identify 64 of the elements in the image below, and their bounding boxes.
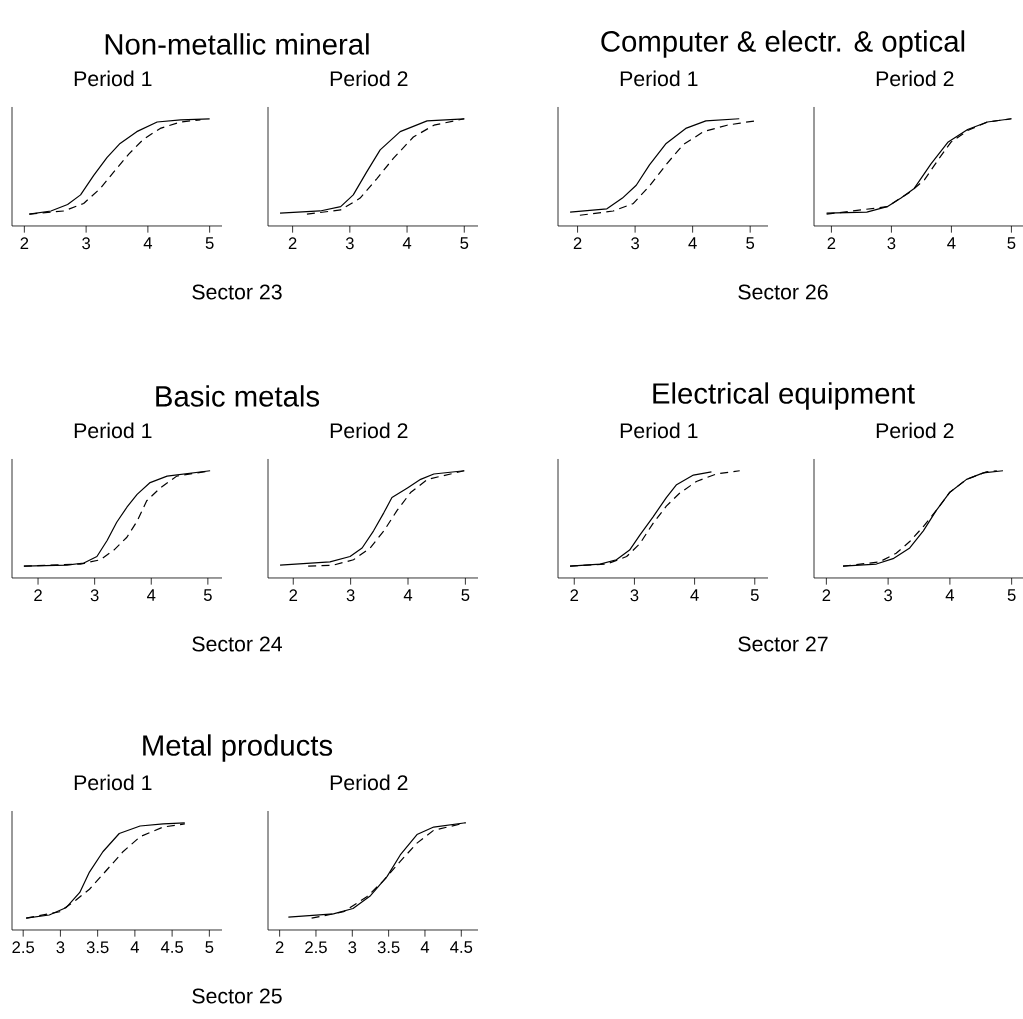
- x-tick-label: 4: [143, 237, 153, 249]
- x-tick-label: 5: [1007, 589, 1016, 601]
- x-tick-label: 5: [1007, 237, 1016, 249]
- x-tick-label: 3: [884, 589, 893, 602]
- x-tick-label: 5: [205, 941, 214, 953]
- x-tick-label: 2: [20, 237, 29, 249]
- chart-title: Period 2: [330, 774, 408, 791]
- x-tick-label: 2: [289, 589, 298, 601]
- text: Basic metals: [156, 385, 320, 407]
- x-tick-label: 2: [827, 237, 836, 249]
- x-tick-label: 4: [690, 589, 699, 601]
- text: Metal products: [143, 734, 333, 762]
- text: Non-metallic mineral: [105, 33, 369, 55]
- x-tick-label: 2: [34, 589, 42, 601]
- x-tick-label: 2: [288, 237, 297, 249]
- text: Computer & electr. & optical: [601, 30, 965, 58]
- x-tick-label: 5: [746, 237, 755, 249]
- x-tick-label: 2: [822, 589, 831, 601]
- x-tick-label: 3: [345, 237, 354, 250]
- x-tick-label: 4: [402, 237, 412, 249]
- x-tick-label: 2: [573, 237, 582, 249]
- x-tick-label: 3: [346, 589, 355, 602]
- x-tick-label: 5: [203, 589, 212, 601]
- x-tick-label: 3: [631, 237, 639, 250]
- text: Sector 27: [738, 636, 828, 652]
- chart-title: Period 1: [74, 774, 152, 791]
- chart-title: Period 2: [876, 70, 954, 87]
- x-tick-label: 4: [947, 237, 956, 249]
- x-tick-label: 3: [348, 941, 357, 954]
- text: Electrical equipment: [653, 382, 915, 410]
- chart-title: Period 1: [620, 422, 698, 439]
- x-tick-label: 5: [750, 589, 759, 601]
- chart-title: Period 1: [620, 70, 698, 87]
- x-tick-label: 2.5: [305, 941, 327, 954]
- x-tick-label: 5: [460, 237, 469, 249]
- x-tick-label: 4: [147, 589, 156, 601]
- x-tick-label: 3.5: [86, 941, 109, 954]
- x-tick-label: 4: [420, 941, 430, 953]
- x-tick-label: 3: [82, 237, 91, 250]
- chart-title: Period 2: [876, 422, 954, 439]
- x-tick-label: 3: [887, 237, 896, 250]
- x-tick-label: 2: [275, 941, 284, 953]
- x-tick-label: 3: [90, 589, 99, 602]
- x-tick-label: 3: [56, 941, 65, 954]
- chart-title: Period 2: [330, 422, 408, 439]
- x-tick-label: 4: [688, 237, 697, 249]
- x-tick-label: 3.5: [377, 941, 400, 954]
- text: Sector 25: [192, 988, 282, 1004]
- chart-title: Period 1: [74, 70, 152, 87]
- x-tick-label: 5: [461, 589, 470, 601]
- x-tick-label: 4: [403, 589, 413, 601]
- x-tick-label: 4: [945, 589, 955, 601]
- text: Sector 26: [738, 284, 828, 300]
- x-tick-label: 4.5: [450, 941, 473, 953]
- text: Sector 24: [192, 636, 282, 652]
- x-tick-label: 4: [130, 941, 140, 953]
- x-tick-label: 4.5: [160, 941, 183, 953]
- x-tick-label: 5: [205, 237, 214, 249]
- text: Sector 23: [192, 284, 282, 300]
- x-tick-label: 2: [570, 589, 579, 601]
- chart-title: Period 2: [330, 70, 408, 87]
- x-tick-label: 2.5: [12, 941, 35, 954]
- x-tick-label: 3: [630, 589, 639, 602]
- chart-title: Period 1: [74, 422, 152, 439]
